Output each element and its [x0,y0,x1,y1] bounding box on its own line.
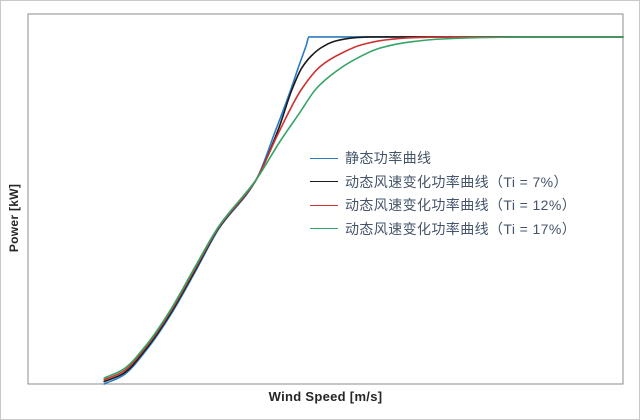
legend-label-static: 静态功率曲线 [345,150,432,166]
curve-dynamic-ti-12 [103,36,624,381]
legend-label-ti-17: 动态风速变化功率曲线（Ti = 17%） [345,220,577,237]
legend-line-swatch-static [310,157,338,159]
legend-line-swatch-ti-12 [310,204,338,206]
legend-item-ti-12: 动态风速变化功率曲线（Ti = 12%） [310,197,577,213]
legend-label-ti-7: 动态风速变化功率曲线（Ti = 7%） [345,173,568,190]
legend-label-ti-12: 动态风速变化功率曲线（Ti = 12%） [345,197,577,213]
y-axis-title: Power [kW] [7,184,21,253]
curve-dynamic-ti-7 [103,36,624,383]
legend-item-ti-7: 动态风速变化功率曲线（Ti = 7%） [310,173,576,190]
plot-frame [27,13,624,385]
legend-item-static: 静态功率曲线 [310,150,576,166]
legend-line-swatch-ti-17 [310,228,338,229]
x-axis-title: Wind Speed [m/s] [268,389,383,404]
legend: 静态功率曲线 动态风速变化功率曲线（Ti = 7%） 动态风速变化功率曲线（Ti… [310,150,577,245]
legend-line-swatch-ti-7 [310,181,338,182]
legend-item-ti-17: 动态风速变化功率曲线（Ti = 17%） [310,220,577,237]
curve-dynamic-ti-17 [103,36,624,379]
